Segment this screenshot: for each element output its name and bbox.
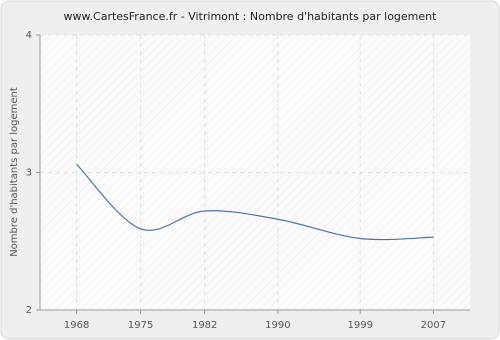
- y-axis-label: Nombre d'habitants par logement: [9, 87, 20, 257]
- x-tick-label: 1999: [347, 320, 372, 331]
- x-tick-label: 2007: [421, 320, 446, 331]
- x-tick-label: 1968: [64, 320, 89, 331]
- y-tick-label: 3: [26, 168, 32, 179]
- y-tick-label: 4: [26, 30, 32, 41]
- x-tick-label: 1975: [128, 320, 153, 331]
- plot-hatch: [40, 35, 470, 310]
- line-series: [76, 163, 434, 241]
- y-tick-label: 2: [26, 305, 32, 316]
- x-tick-label: 1990: [265, 320, 290, 331]
- chart-title: www.CartesFrance.fr - Vitrimont : Nombre…: [64, 10, 438, 23]
- x-tick-label: 1982: [192, 320, 217, 331]
